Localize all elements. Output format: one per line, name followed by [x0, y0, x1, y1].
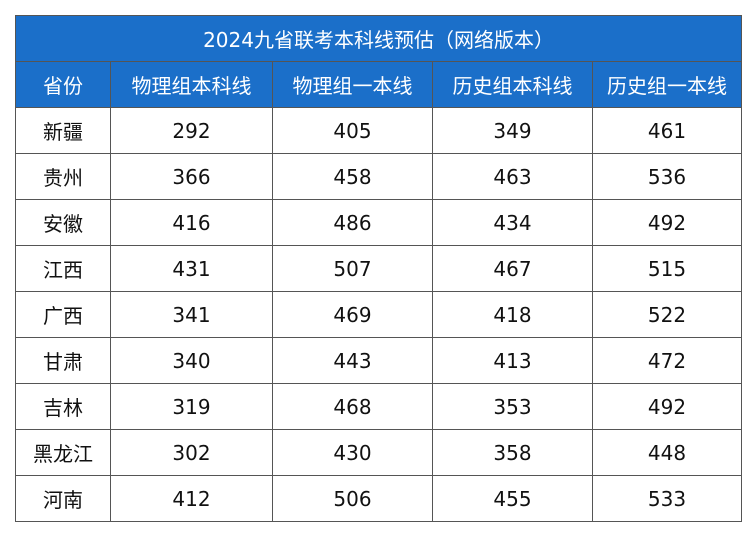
score-cell: 319	[110, 383, 273, 430]
score-cell: 358	[432, 429, 593, 476]
province-cell: 甘肃	[15, 337, 111, 384]
province-cell: 江西	[15, 245, 111, 292]
data-row: 贵州 366 458 463 536	[15, 153, 743, 200]
column-header: 物理组本科线	[110, 61, 273, 108]
score-cell: 340	[110, 337, 273, 384]
score-cell: 412	[110, 475, 273, 522]
column-header: 历史组本科线	[432, 61, 593, 108]
table-body: 新疆 292 405 349 461 贵州 366 458 463 536 安徽 416 486 434 4…	[15, 107, 743, 522]
score-cell: 522	[591, 291, 743, 338]
score-cell: 472	[591, 337, 743, 384]
score-cell: 416	[110, 199, 273, 246]
column-header: 物理组一本线	[272, 61, 433, 108]
score-cell: 468	[272, 383, 433, 430]
score-cell: 515	[591, 245, 743, 292]
data-row: 甘肃 340 443 413 472	[15, 337, 743, 384]
score-cell: 506	[272, 475, 433, 522]
data-row: 河南 412 506 455 533	[15, 475, 743, 522]
data-row: 吉林 319 468 353 492	[15, 383, 743, 430]
province-cell: 贵州	[15, 153, 111, 200]
table-head: 2024九省联考本科线预估（网络版本） 省份 物理组本科线 物理组一本线 历史组本科线…	[14, 15, 743, 108]
score-cell: 366	[110, 153, 273, 200]
score-cell: 418	[432, 291, 593, 338]
score-cell: 492	[591, 199, 743, 246]
score-cell: 430	[272, 429, 433, 476]
column-header: 历史组一本线	[591, 61, 743, 108]
score-cell: 349	[432, 107, 593, 154]
score-cell: 533	[591, 475, 743, 522]
score-cell: 458	[272, 153, 433, 200]
score-cell: 492	[591, 383, 743, 430]
data-row: 新疆 292 405 349 461	[15, 107, 743, 154]
score-cell: 467	[432, 245, 593, 292]
province-cell: 安徽	[15, 199, 111, 246]
score-cell: 434	[432, 199, 593, 246]
score-cell: 536	[591, 153, 743, 200]
score-cell: 463	[432, 153, 593, 200]
score-cell: 431	[110, 245, 273, 292]
province-cell: 河南	[15, 475, 111, 522]
score-cell: 448	[591, 429, 743, 476]
province-cell: 新疆	[15, 107, 111, 154]
score-cell: 405	[272, 107, 433, 154]
data-row: 黑龙江 302 430 358 448	[15, 429, 743, 476]
title-row: 2024九省联考本科线预估（网络版本）	[14, 15, 743, 62]
score-cell: 507	[272, 245, 433, 292]
data-row: 安徽 416 486 434 492	[15, 199, 743, 246]
province-cell: 吉林	[15, 383, 111, 430]
data-row: 江西 431 507 467 515	[15, 245, 743, 292]
score-cell: 292	[110, 107, 273, 154]
header-row: 省份 物理组本科线 物理组一本线 历史组本科线 历史组一本线	[15, 61, 743, 108]
score-cell: 443	[272, 337, 433, 384]
score-cell: 302	[110, 429, 273, 476]
table-title: 2024九省联考本科线预估（网络版本）	[14, 15, 743, 62]
score-table: 2024九省联考本科线预估（网络版本） 省份 物理组本科线 物理组一本线 历史组本科线…	[14, 15, 743, 522]
table-wrap: 2024九省联考本科线预估（网络版本） 省份 物理组本科线 物理组一本线 历史组本科线…	[14, 15, 743, 522]
score-cell: 353	[432, 383, 593, 430]
score-cell: 469	[272, 291, 433, 338]
province-cell: 黑龙江	[15, 429, 111, 476]
score-cell: 455	[432, 475, 593, 522]
score-cell: 461	[591, 107, 743, 154]
score-cell: 486	[272, 199, 433, 246]
score-cell: 341	[110, 291, 273, 338]
data-row: 广西 341 469 418 522	[15, 291, 743, 338]
column-header: 省份	[15, 61, 111, 108]
score-cell: 413	[432, 337, 593, 384]
province-cell: 广西	[15, 291, 111, 338]
